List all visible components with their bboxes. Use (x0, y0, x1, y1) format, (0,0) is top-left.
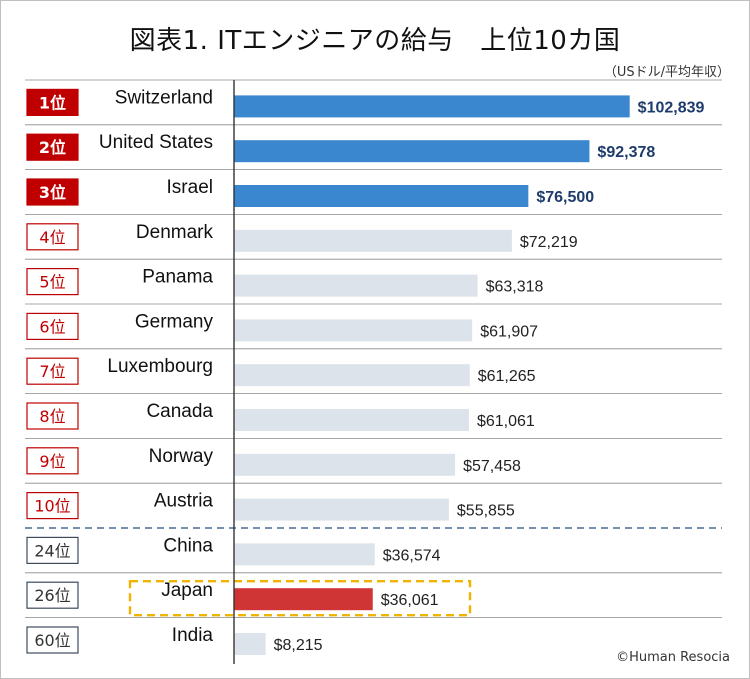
bar-china (234, 543, 375, 566)
bar-japan (234, 588, 373, 611)
country-label: Switzerland (115, 87, 213, 108)
bar-panama (234, 274, 478, 297)
country-label: United States (99, 132, 213, 153)
bar-canada (234, 409, 469, 431)
rank-badge (26, 626, 79, 654)
bar-austria (234, 498, 449, 521)
bar-luxembourg (234, 364, 470, 387)
country-label: Norway (149, 446, 214, 467)
value-label: $61,061 (477, 413, 535, 430)
country-label: Austria (154, 491, 214, 512)
country-label: Israel (167, 177, 213, 198)
value-label: $72,219 (520, 234, 578, 251)
rank-label: 24位 (34, 541, 70, 560)
value-label: $61,907 (480, 323, 538, 340)
rank-badge (26, 88, 79, 117)
unit-note: （USドル/平均年収） (603, 65, 730, 80)
country-label: Luxembourg (107, 356, 213, 377)
bar-india (234, 633, 266, 655)
country-label: China (163, 535, 213, 556)
bar-germany (234, 319, 473, 342)
credit-text: ©Human Resocia (616, 650, 730, 665)
rank-label: 9位 (39, 452, 65, 471)
rank-label: 6位 (39, 317, 65, 336)
rank-label: 5位 (39, 273, 65, 292)
rank-label: 7位 (39, 362, 65, 381)
rank-label: 60位 (34, 631, 70, 650)
rank-label: 4位 (39, 228, 65, 247)
japan-highlight-box (128, 580, 472, 617)
rank-badge (26, 268, 79, 296)
value-label: $8,215 (274, 637, 323, 654)
rank-badge (26, 133, 79, 161)
rank-badge (26, 223, 79, 251)
bar-denmark (234, 229, 512, 252)
rank-label: 1位 (39, 93, 66, 112)
rank-badge (26, 447, 79, 475)
value-label: $36,061 (381, 592, 439, 609)
rank-badge (26, 581, 79, 609)
rank-badge (26, 492, 79, 520)
rank-badge (26, 536, 79, 565)
value-label: $102,839 (638, 99, 705, 116)
value-label: $92,378 (597, 144, 655, 161)
country-label: India (172, 625, 214, 646)
value-label: $36,574 (383, 547, 441, 564)
rank-badge (26, 312, 79, 340)
country-label: Japan (161, 580, 213, 601)
rank-label: 3位 (39, 183, 66, 202)
country-label: Denmark (136, 222, 214, 243)
rank-badge (26, 357, 79, 385)
rank-badge (26, 178, 79, 206)
chart-title: 図表1. ITエンジニアの給与 上位10カ国 (129, 26, 621, 56)
bar-united-states (234, 140, 590, 163)
country-label: Germany (135, 311, 214, 332)
value-label: $57,458 (463, 458, 521, 475)
value-label: $76,500 (536, 189, 594, 206)
rank-label: 2位 (39, 138, 66, 157)
bar-switzerland (234, 95, 630, 118)
bar-norway (234, 453, 456, 476)
bar-israel (234, 185, 529, 207)
rank-badge (26, 402, 79, 430)
country-label: Panama (142, 267, 213, 288)
rank-label: 26位 (34, 586, 70, 605)
rank-label: 8位 (39, 407, 65, 426)
rank-label: 10位 (34, 497, 70, 516)
value-label: $55,855 (457, 503, 515, 520)
value-label: $61,265 (478, 368, 536, 385)
value-label: $63,318 (486, 279, 544, 296)
country-label: Canada (146, 401, 213, 422)
